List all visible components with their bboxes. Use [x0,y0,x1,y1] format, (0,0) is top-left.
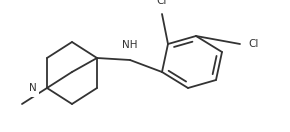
Text: Cl: Cl [157,0,167,6]
Text: Cl: Cl [248,39,258,49]
Text: N: N [29,85,37,95]
Text: NH: NH [122,40,138,50]
Text: N: N [29,83,37,93]
